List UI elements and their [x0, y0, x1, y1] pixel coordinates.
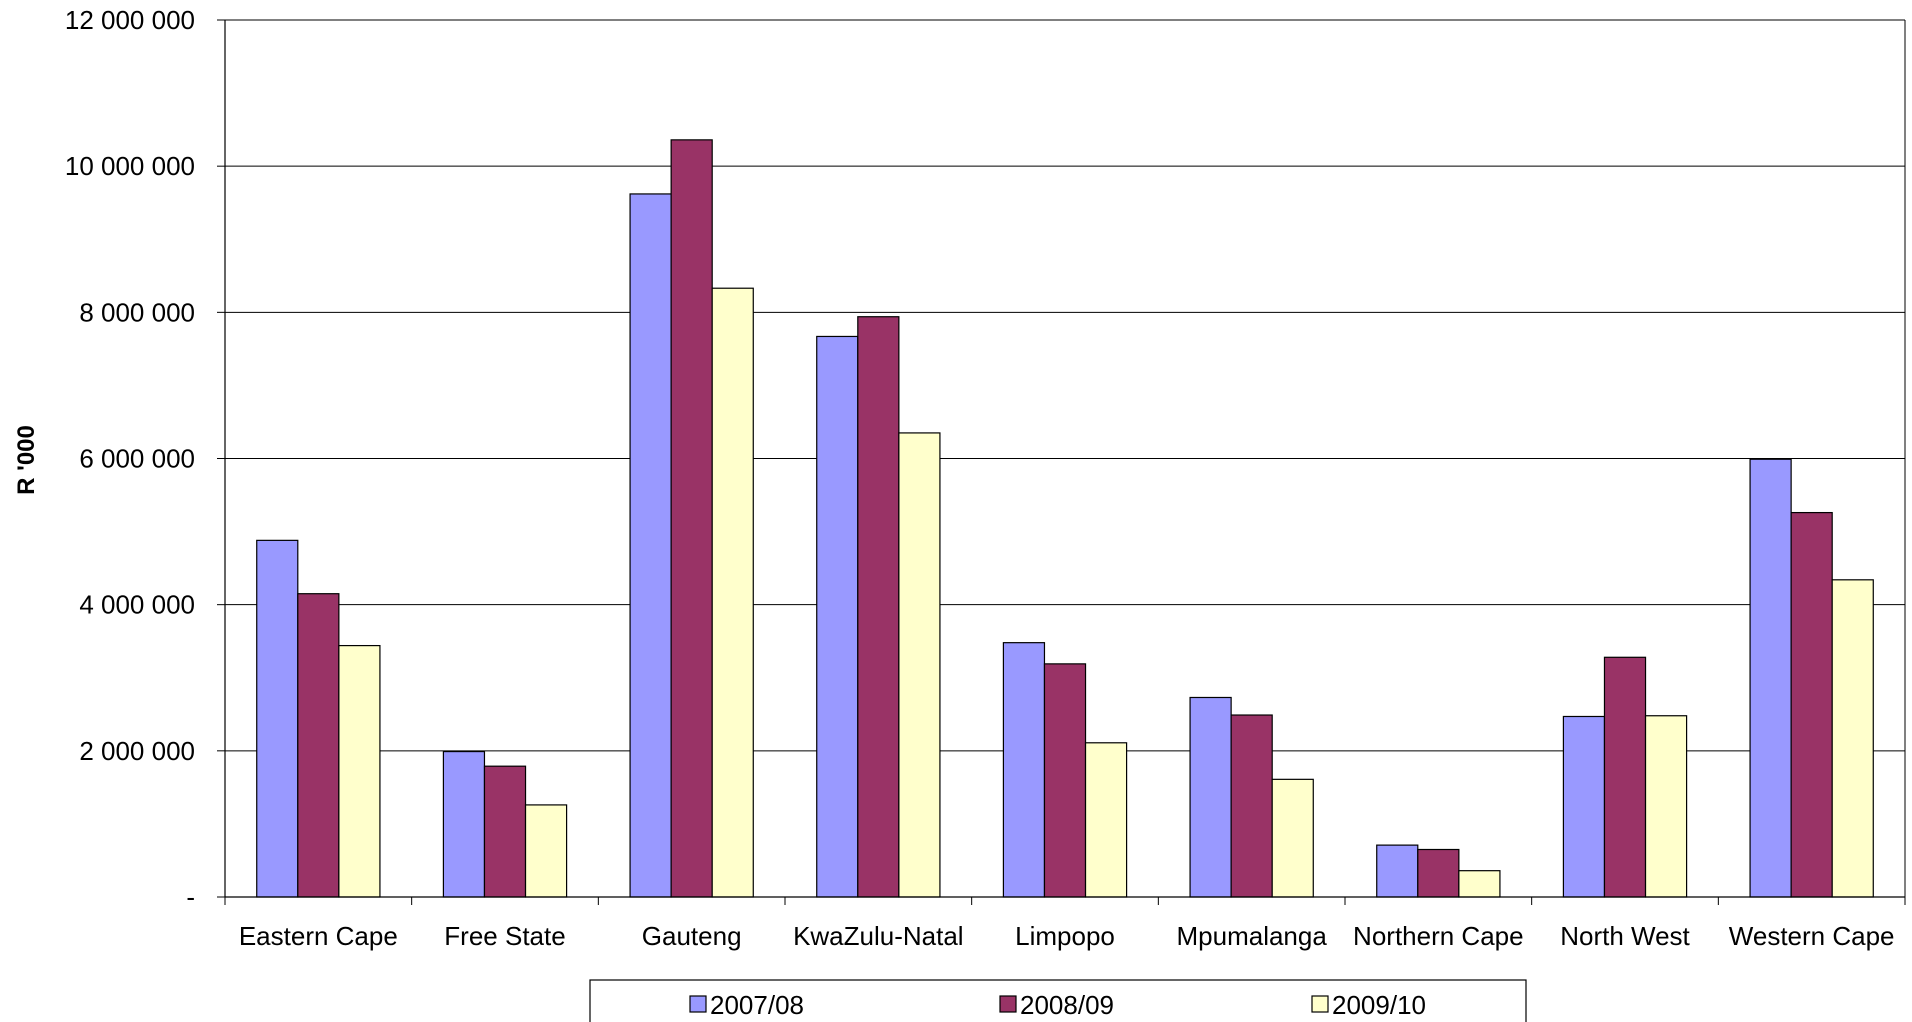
- y-tick-label: 6 000 000: [79, 444, 195, 474]
- y-tick-labels: - 2 000 000 4 000 000 6 000 000 8 000 000 10 …: [65, 5, 195, 912]
- legend-label: 2007/08: [710, 990, 804, 1020]
- bar-2009-10-free-state: [524, 804, 568, 898]
- bar-2007-08-western-cape: [1749, 458, 1792, 898]
- bar-2009-10-western-cape: [1831, 579, 1874, 898]
- y-tick-label: 4 000 000: [79, 590, 195, 620]
- legend-swatch: [689, 995, 707, 1013]
- bars: [256, 139, 1874, 898]
- bar-2007-08-kwazulu-natal: [816, 335, 859, 898]
- bar-2007-08-eastern-cape: [256, 539, 299, 898]
- axes: [224, 20, 1906, 905]
- x-tick-label: Free State: [444, 921, 565, 951]
- bar-2008-09-northern-cape: [1417, 848, 1460, 898]
- bar-2007-08-gauteng: [629, 193, 672, 898]
- bar-2009-10-eastern-cape: [338, 644, 381, 898]
- y-tick-label: -: [186, 882, 195, 912]
- bar-2007-08-free-state: [442, 750, 486, 898]
- x-tick-label: Mpumalanga: [1177, 921, 1328, 951]
- y-axis-title: R '000: [13, 425, 40, 495]
- legend-box: [589, 979, 1527, 1022]
- x-tick-label: Eastern Cape: [239, 921, 398, 951]
- bar-2007-08-northern-cape: [1376, 844, 1419, 898]
- bar-2008-09-western-cape: [1790, 511, 1833, 898]
- legend-label: 2009/10: [1332, 990, 1426, 1020]
- bar-2008-09-free-state: [483, 765, 527, 898]
- bar-2009-10-northern-cape: [1458, 870, 1501, 898]
- x-tick-label: Limpopo: [1015, 921, 1115, 951]
- bar-2008-09-gauteng: [670, 139, 713, 898]
- legend-swatch: [1311, 995, 1329, 1013]
- bar-2008-09-limpopo: [1043, 663, 1087, 898]
- bar-2008-09-mpumalanga: [1230, 714, 1273, 898]
- bar-2009-10-limpopo: [1084, 742, 1128, 898]
- bar-2009-10-mpumalanga: [1271, 778, 1314, 898]
- x-tick-label: Northern Cape: [1353, 921, 1524, 951]
- bar-2009-10-kwazulu-natal: [898, 432, 941, 898]
- x-tick-label: Western Cape: [1729, 921, 1895, 951]
- bar-2008-09-kwazulu-natal: [857, 316, 900, 898]
- legend-swatch: [999, 995, 1017, 1013]
- y-tick-label: 8 000 000: [79, 297, 195, 327]
- x-tick-label: Gauteng: [642, 921, 742, 951]
- y-tick-label: 10 000 000: [65, 151, 195, 181]
- bar-2007-08-mpumalanga: [1189, 696, 1232, 898]
- legend: 2007/08 2008/09 2009/10: [589, 979, 1527, 1022]
- bar-2008-09-north-west: [1603, 656, 1647, 898]
- bar-2008-09-eastern-cape: [297, 593, 340, 898]
- legend-label: 2008/09: [1020, 990, 1114, 1020]
- y-tick-label: 12 000 000: [65, 5, 195, 35]
- x-tick-labels: Eastern Cape Free State Gauteng KwaZulu-Nat…: [239, 921, 1895, 951]
- bar-2009-10-north-west: [1644, 715, 1688, 898]
- bar-2007-08-limpopo: [1002, 642, 1046, 898]
- x-tick-label: North West: [1560, 921, 1690, 951]
- y-tick-label: 2 000 000: [79, 736, 195, 766]
- bar-2007-08-north-west: [1562, 715, 1606, 898]
- x-tick-label: KwaZulu-Natal: [793, 921, 964, 951]
- bar-2009-10-gauteng: [711, 287, 754, 898]
